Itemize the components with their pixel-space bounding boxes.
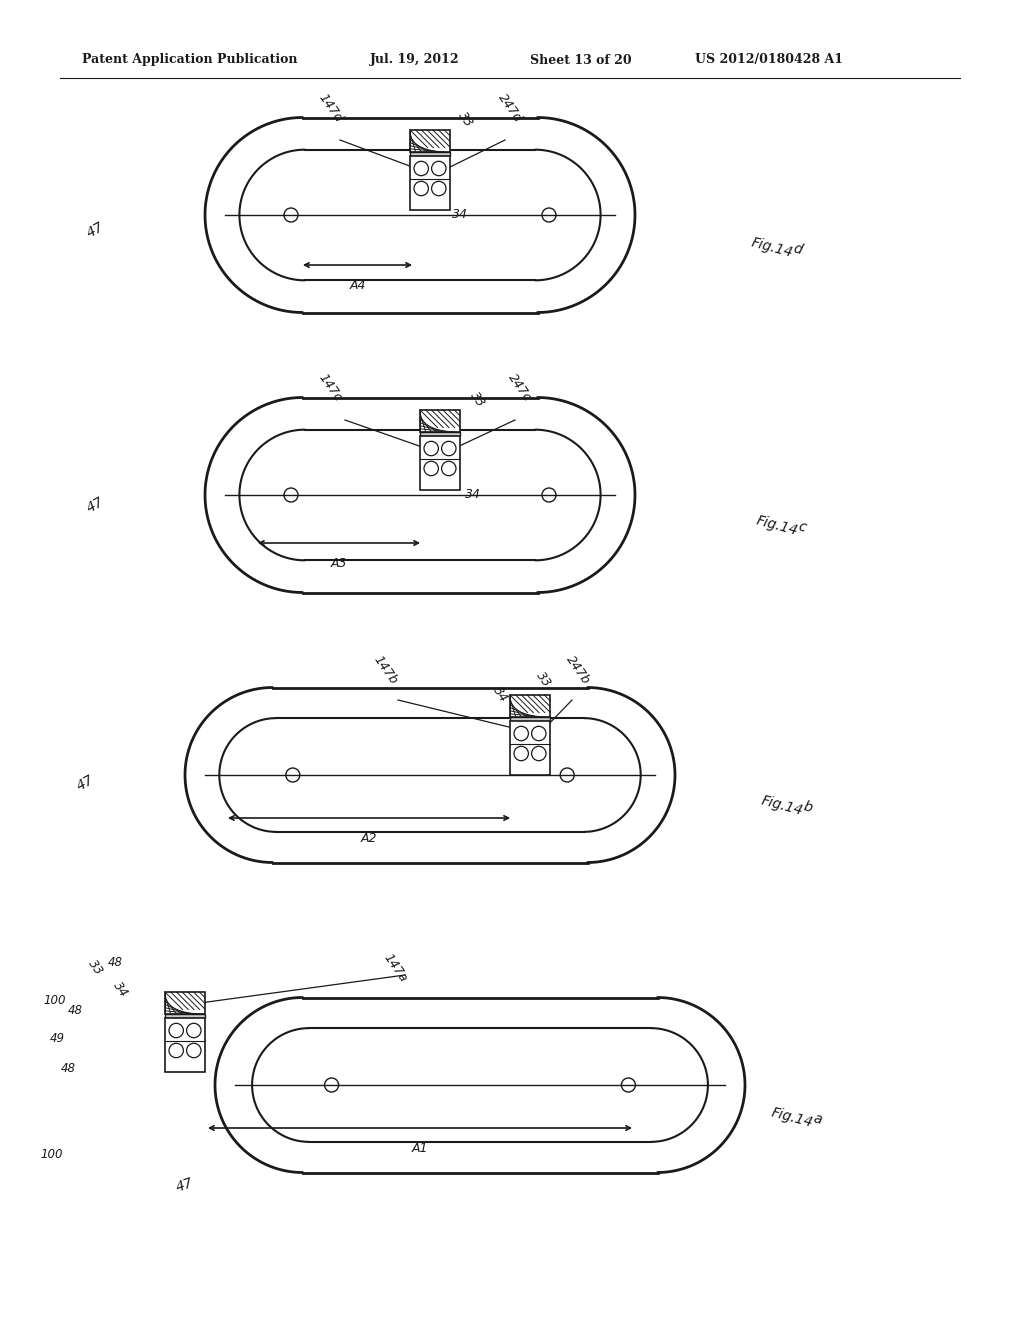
Text: Patent Application Publication: Patent Application Publication: [82, 54, 298, 66]
Bar: [165, 1014, 205, 1018]
Text: 33: 33: [534, 669, 553, 690]
Text: 33: 33: [467, 389, 487, 411]
Text: 48: 48: [60, 1061, 76, 1074]
Text: 47: 47: [74, 772, 96, 793]
Bar: [420, 436, 460, 490]
Text: 33: 33: [85, 958, 104, 978]
Bar: [510, 717, 550, 721]
Text: 100: 100: [41, 1148, 63, 1162]
Text: Jul. 19, 2012: Jul. 19, 2012: [370, 54, 460, 66]
Text: d: d: [792, 242, 804, 257]
Text: 34: 34: [465, 488, 481, 502]
Text: 49: 49: [49, 1031, 65, 1044]
Text: Fig.14: Fig.14: [755, 513, 800, 539]
Bar: [410, 152, 450, 156]
Text: 34: 34: [452, 209, 468, 222]
Text: 33: 33: [455, 110, 475, 131]
Text: US 2012/0180428 A1: US 2012/0180428 A1: [695, 54, 843, 66]
Text: A2: A2: [360, 832, 377, 845]
Text: b: b: [802, 799, 814, 814]
Text: Sheet 13 of 20: Sheet 13 of 20: [530, 54, 632, 66]
Bar: [510, 721, 550, 775]
Text: 48: 48: [68, 1003, 83, 1016]
Text: 47: 47: [84, 219, 106, 240]
Bar: [165, 993, 205, 1014]
Text: A1: A1: [412, 1142, 428, 1155]
Bar: [420, 432, 460, 436]
Text: 247c: 247c: [506, 372, 535, 404]
Text: c: c: [797, 520, 808, 535]
Bar: [410, 129, 450, 152]
Text: 34: 34: [490, 685, 510, 705]
Text: 100: 100: [44, 994, 67, 1006]
Bar: [410, 156, 450, 210]
Text: 147b: 147b: [371, 653, 399, 686]
Text: Fig.14: Fig.14: [770, 1106, 815, 1130]
Text: 147c: 147c: [315, 372, 344, 404]
Text: 48: 48: [108, 957, 123, 969]
Text: 247b: 247b: [563, 653, 593, 686]
Text: 47: 47: [174, 1175, 196, 1195]
Text: a: a: [812, 1111, 824, 1127]
Text: 47: 47: [84, 495, 106, 516]
Text: A3: A3: [331, 557, 347, 570]
Text: 147a: 147a: [381, 952, 410, 985]
Bar: [165, 1018, 205, 1072]
Text: Fig.14: Fig.14: [760, 793, 805, 818]
Text: 147d: 147d: [315, 91, 344, 125]
Text: Fig.14: Fig.14: [750, 236, 795, 260]
Bar: [420, 411, 460, 432]
Bar: [510, 696, 550, 717]
Text: 247d: 247d: [496, 91, 524, 125]
Text: A4: A4: [349, 279, 366, 292]
Text: 34: 34: [111, 979, 130, 1001]
